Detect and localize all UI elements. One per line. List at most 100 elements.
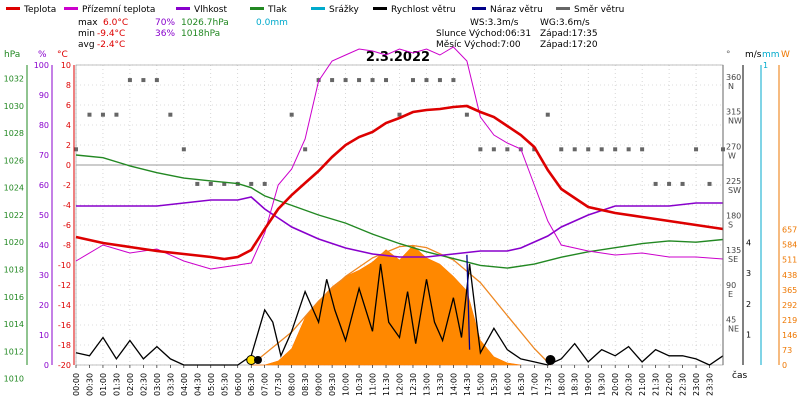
time-tick: 06:30	[247, 373, 256, 396]
time-tick: 18:00	[557, 373, 566, 396]
left-axes: 1032103010281026102410221020101810161014…	[4, 61, 75, 384]
direction-tick-deg: 270	[726, 142, 741, 151]
wind-direction-point	[262, 181, 267, 186]
time-tick: 13:00	[422, 373, 431, 396]
direction-tick-deg: 135	[726, 246, 741, 255]
wind-direction-point	[505, 147, 510, 152]
direction-tick-deg: 315	[726, 108, 741, 117]
wind-direction-point	[289, 112, 294, 117]
time-tick: 05:30	[220, 373, 229, 396]
pressure-tick: 1026	[4, 156, 24, 165]
rain-tick: 1	[763, 61, 768, 70]
wind-direction-point	[370, 78, 375, 83]
time-tick: 10:00	[342, 373, 351, 396]
time-tick: 19:00	[584, 373, 593, 396]
time-tick: 05:00	[207, 373, 216, 396]
pressure-tick: 1010	[4, 375, 24, 384]
wind-direction-point	[640, 147, 645, 152]
temperature-tick: -18	[58, 341, 71, 350]
unit-deg: °	[726, 50, 731, 60]
stat-min-label: min	[78, 29, 95, 39]
legend-label-6: Náraz větru	[490, 5, 543, 15]
temperature-tick: 10	[61, 61, 71, 70]
legend-swatch-0	[6, 7, 20, 10]
legend-swatch-4	[311, 7, 325, 10]
time-tick: 21:30	[652, 373, 661, 396]
info-ws: WS:3.3m/s	[470, 18, 519, 28]
unit-ms: m/s	[745, 50, 762, 60]
unit-mm: mm	[762, 50, 780, 60]
wind-direction-point	[424, 78, 429, 83]
time-tick: 04:30	[193, 373, 202, 396]
time-tick: 00:30	[85, 373, 94, 396]
stat-max-hum: 70%	[155, 18, 175, 28]
unit-headers: hPa % °C ° m/s mm W	[4, 50, 790, 60]
direction-tick-deg: 360	[726, 73, 741, 82]
stats-block: max 6.0°C 70% 1026.7hPa 0.0mm min -9.4°C…	[78, 18, 288, 50]
temperature-tick: -4	[63, 201, 71, 210]
ground-temperature-line	[75, 46, 724, 270]
wind-direction-point	[195, 181, 200, 186]
humidity-tick: 20	[39, 301, 49, 310]
humidity-tick: 0	[44, 361, 49, 370]
wind-direction-point	[410, 78, 415, 83]
wind-direction-point	[384, 78, 389, 83]
temperature-tick: 2	[66, 141, 71, 150]
stat-avg-label: avg	[78, 40, 95, 50]
legend-label-0: Teplota	[23, 5, 56, 15]
legend-label-1: Přízemní teplota	[82, 5, 155, 15]
info-wg: WG:3.6m/s	[540, 18, 590, 28]
temperature-series	[75, 104, 724, 261]
pressure-series	[75, 154, 724, 269]
time-tick: 11:30	[382, 373, 391, 396]
info-moon-rise: Měsíc Východ:7:00	[436, 40, 521, 50]
legend-swatch-1	[64, 7, 78, 10]
unit-w: W	[781, 50, 790, 60]
wind-direction-point	[127, 78, 132, 83]
wind-direction-point	[330, 78, 335, 83]
time-tick: 00:00	[72, 373, 81, 396]
pressure-tick: 1024	[4, 184, 24, 193]
wind-direction-point	[357, 78, 362, 83]
solar-tick: 292	[782, 301, 797, 310]
time-tick: 11:00	[369, 373, 378, 396]
wind-direction-point	[181, 147, 186, 152]
direction-tick-deg: 90	[726, 281, 736, 290]
time-tick: 20:30	[625, 373, 634, 396]
moonrise-marker	[253, 356, 262, 364]
wind-gust-line	[466, 254, 471, 350]
humidity-tick: 100	[34, 61, 49, 70]
wind-direction-point	[572, 147, 577, 152]
time-tick: 14:00	[449, 373, 458, 396]
time-tick: 19:30	[598, 373, 607, 396]
time-tick: 16:00	[503, 373, 512, 396]
solar-tick: 146	[782, 331, 797, 340]
wind-direction-point	[667, 181, 672, 186]
time-tick: 03:30	[166, 373, 175, 396]
time-tick: 23:00	[692, 373, 701, 396]
info-block: WS:3.3m/s WG:3.6m/s Slunce Východ:06:31 …	[436, 18, 598, 50]
stat-max-rain: 0.0mm	[256, 18, 288, 28]
stat-min-press: 1018hPa	[181, 29, 220, 39]
clear-sky-series	[250, 244, 551, 366]
wind-direction-point	[559, 147, 564, 152]
humidity-line	[76, 196, 723, 258]
wind-direction-point	[464, 112, 469, 117]
direction-tick-dir: N	[728, 82, 734, 91]
legend-label-4: Srážky	[329, 5, 360, 15]
time-tick: 17:30	[544, 373, 553, 396]
direction-tick-dir: W	[728, 151, 736, 160]
temperature-tick: 4	[66, 121, 71, 130]
stat-max-press: 1026.7hPa	[181, 18, 229, 28]
solar-tick: 511	[782, 256, 797, 265]
wind-direction-point	[613, 147, 618, 152]
unit-hpa: hPa	[4, 50, 20, 60]
wind-direction-point	[249, 181, 254, 186]
direction-tick-deg: 180	[726, 212, 741, 221]
direction-tick-dir: NE	[728, 324, 739, 333]
wind-direction-point	[599, 147, 604, 152]
time-tick: 07:00	[261, 373, 270, 396]
wind-direction-point	[680, 181, 685, 186]
time-tick: 09:30	[328, 373, 337, 396]
